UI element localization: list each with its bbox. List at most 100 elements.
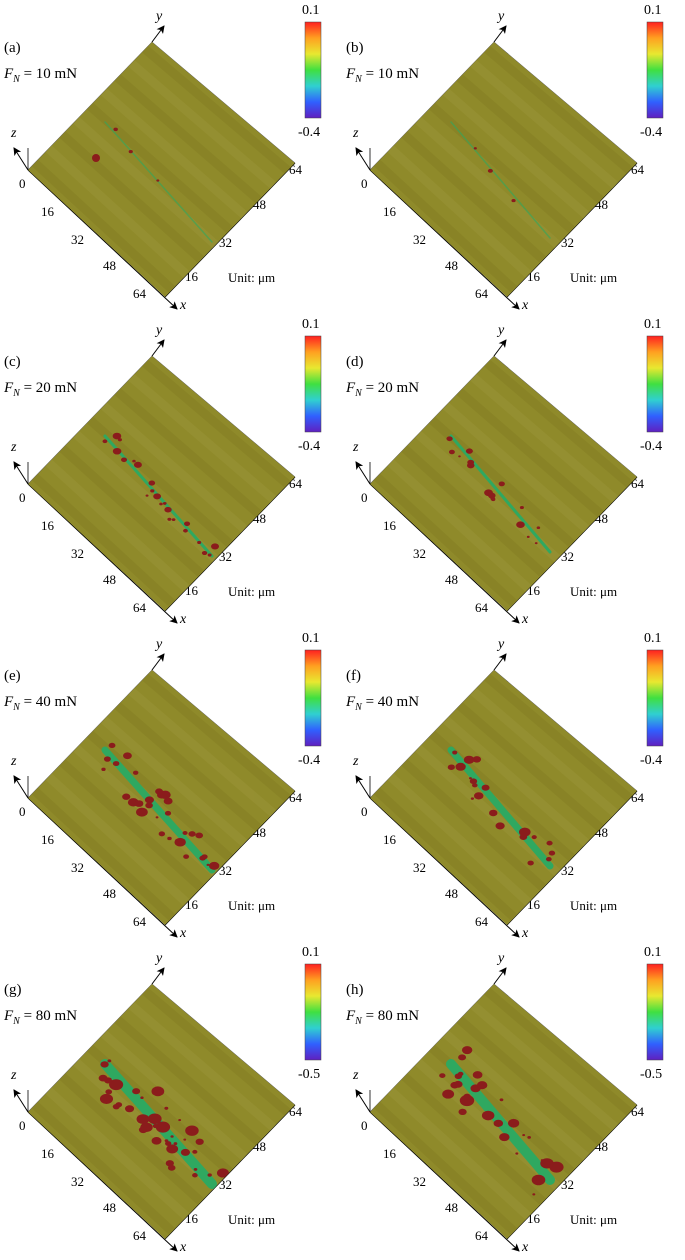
wear-spot [534, 542, 538, 545]
y-tick-label: 32 [219, 863, 232, 878]
surface-stripe [45, 1087, 190, 1220]
x-tick-label: 64 [133, 914, 147, 929]
x-tick-label: 48 [103, 886, 116, 901]
x-axis-name: x [179, 926, 187, 941]
surface-stripe [387, 773, 532, 906]
wear-spot [465, 448, 473, 454]
surface-stripe [373, 787, 518, 921]
y-axis [151, 967, 165, 985]
wear-spot [155, 788, 164, 795]
z-axis-name: z [352, 440, 359, 455]
z-axis [355, 775, 371, 799]
z-axis-name: z [352, 754, 359, 769]
x-tick-label: 64 [133, 1228, 147, 1243]
wear-spot [159, 502, 163, 506]
surface-stripe [87, 416, 233, 548]
x-tick-label: 64 [475, 1228, 489, 1243]
wear-spot [171, 518, 176, 522]
y-tick-label: 64 [289, 162, 303, 177]
wear-spot [100, 1061, 109, 1068]
wear-spot [162, 501, 167, 505]
wear-spot [112, 761, 120, 767]
wear-spot [101, 767, 106, 772]
wear-spot [167, 517, 172, 521]
wear-spot [458, 1054, 467, 1061]
unit-label: Unit: μm [228, 270, 275, 285]
y-tick-label: 64 [289, 476, 303, 491]
wear-spot [207, 553, 212, 557]
z-axis-name: z [10, 440, 17, 455]
colorbar-max-label: 0.1 [644, 317, 662, 332]
x-tick-label: 48 [445, 258, 458, 273]
surface-stripe [59, 759, 205, 892]
load-label: FN = 20 mN [3, 380, 77, 399]
unit-label: Unit: μm [228, 898, 275, 913]
surface-stripe [484, 45, 633, 174]
wear-spot [442, 1089, 455, 1099]
y-tick-label: 32 [219, 549, 232, 564]
z-tick-label: 0 [361, 1118, 368, 1133]
colorbar [304, 335, 322, 433]
wear-spot [519, 506, 524, 510]
wear-spot [466, 462, 475, 469]
x-axis-name: x [521, 1240, 529, 1255]
wear-spot [463, 755, 475, 764]
surface-stripe [128, 59, 277, 189]
surface-stripe [45, 145, 190, 278]
wear-spot [103, 756, 111, 762]
y-axis-name: y [496, 637, 505, 652]
wear-spot [132, 459, 136, 463]
surface-stripe [442, 88, 590, 219]
colorbar [304, 963, 322, 1061]
wear-spot [144, 796, 155, 804]
x-tick-label: 48 [103, 572, 116, 587]
surface-stripe [73, 430, 219, 563]
wear-spot [188, 831, 196, 837]
surface-stripe [73, 116, 219, 249]
colorbar [646, 21, 664, 119]
wear-spot [526, 535, 530, 538]
wear-spot [132, 1088, 141, 1095]
wear-spot [206, 863, 210, 866]
wear-spot [201, 550, 208, 556]
wear-spot [113, 127, 118, 132]
surface-stripe [415, 430, 561, 563]
x-tick-label: 16 [41, 1146, 55, 1161]
z-axis [13, 461, 29, 485]
wear-spot [108, 742, 116, 749]
surface-stripe [456, 1016, 604, 1146]
y-tick-label: 64 [631, 790, 645, 805]
wear-spot [461, 1046, 473, 1055]
wear-spot [121, 457, 128, 463]
wear-spot [195, 832, 204, 839]
surface-stripe [456, 388, 604, 518]
wear-spot [180, 1148, 191, 1156]
wear-spot [136, 807, 148, 817]
x-axis [369, 169, 520, 310]
surface-stripe [456, 74, 604, 204]
panel-label: (c) [4, 354, 21, 370]
y-axis-name: y [496, 9, 505, 24]
z-tick-label: 0 [19, 490, 26, 505]
wear-spot [132, 770, 139, 775]
wear-spot [167, 1164, 176, 1171]
wear-spot [165, 1141, 172, 1146]
x-tick-label: 48 [445, 572, 458, 587]
wear-spot [170, 1135, 174, 1138]
wear-spot [490, 496, 496, 501]
wear-spot [178, 1118, 182, 1122]
wear-spot [185, 1125, 199, 1136]
wear-spot [499, 1133, 510, 1142]
colorbar-max-label: 0.1 [302, 945, 320, 960]
load-label: FN = 40 mN [345, 694, 419, 713]
surface-stripe [470, 687, 619, 817]
wear-spot [98, 1074, 108, 1082]
wear-spot [153, 493, 162, 500]
x-tick-label: 32 [71, 860, 84, 875]
wear-spot [531, 1174, 546, 1186]
surface-map [370, 42, 637, 297]
wear-spot [453, 1080, 463, 1088]
wear-spot [193, 1168, 198, 1171]
x-tick-label: 32 [71, 1174, 84, 1189]
